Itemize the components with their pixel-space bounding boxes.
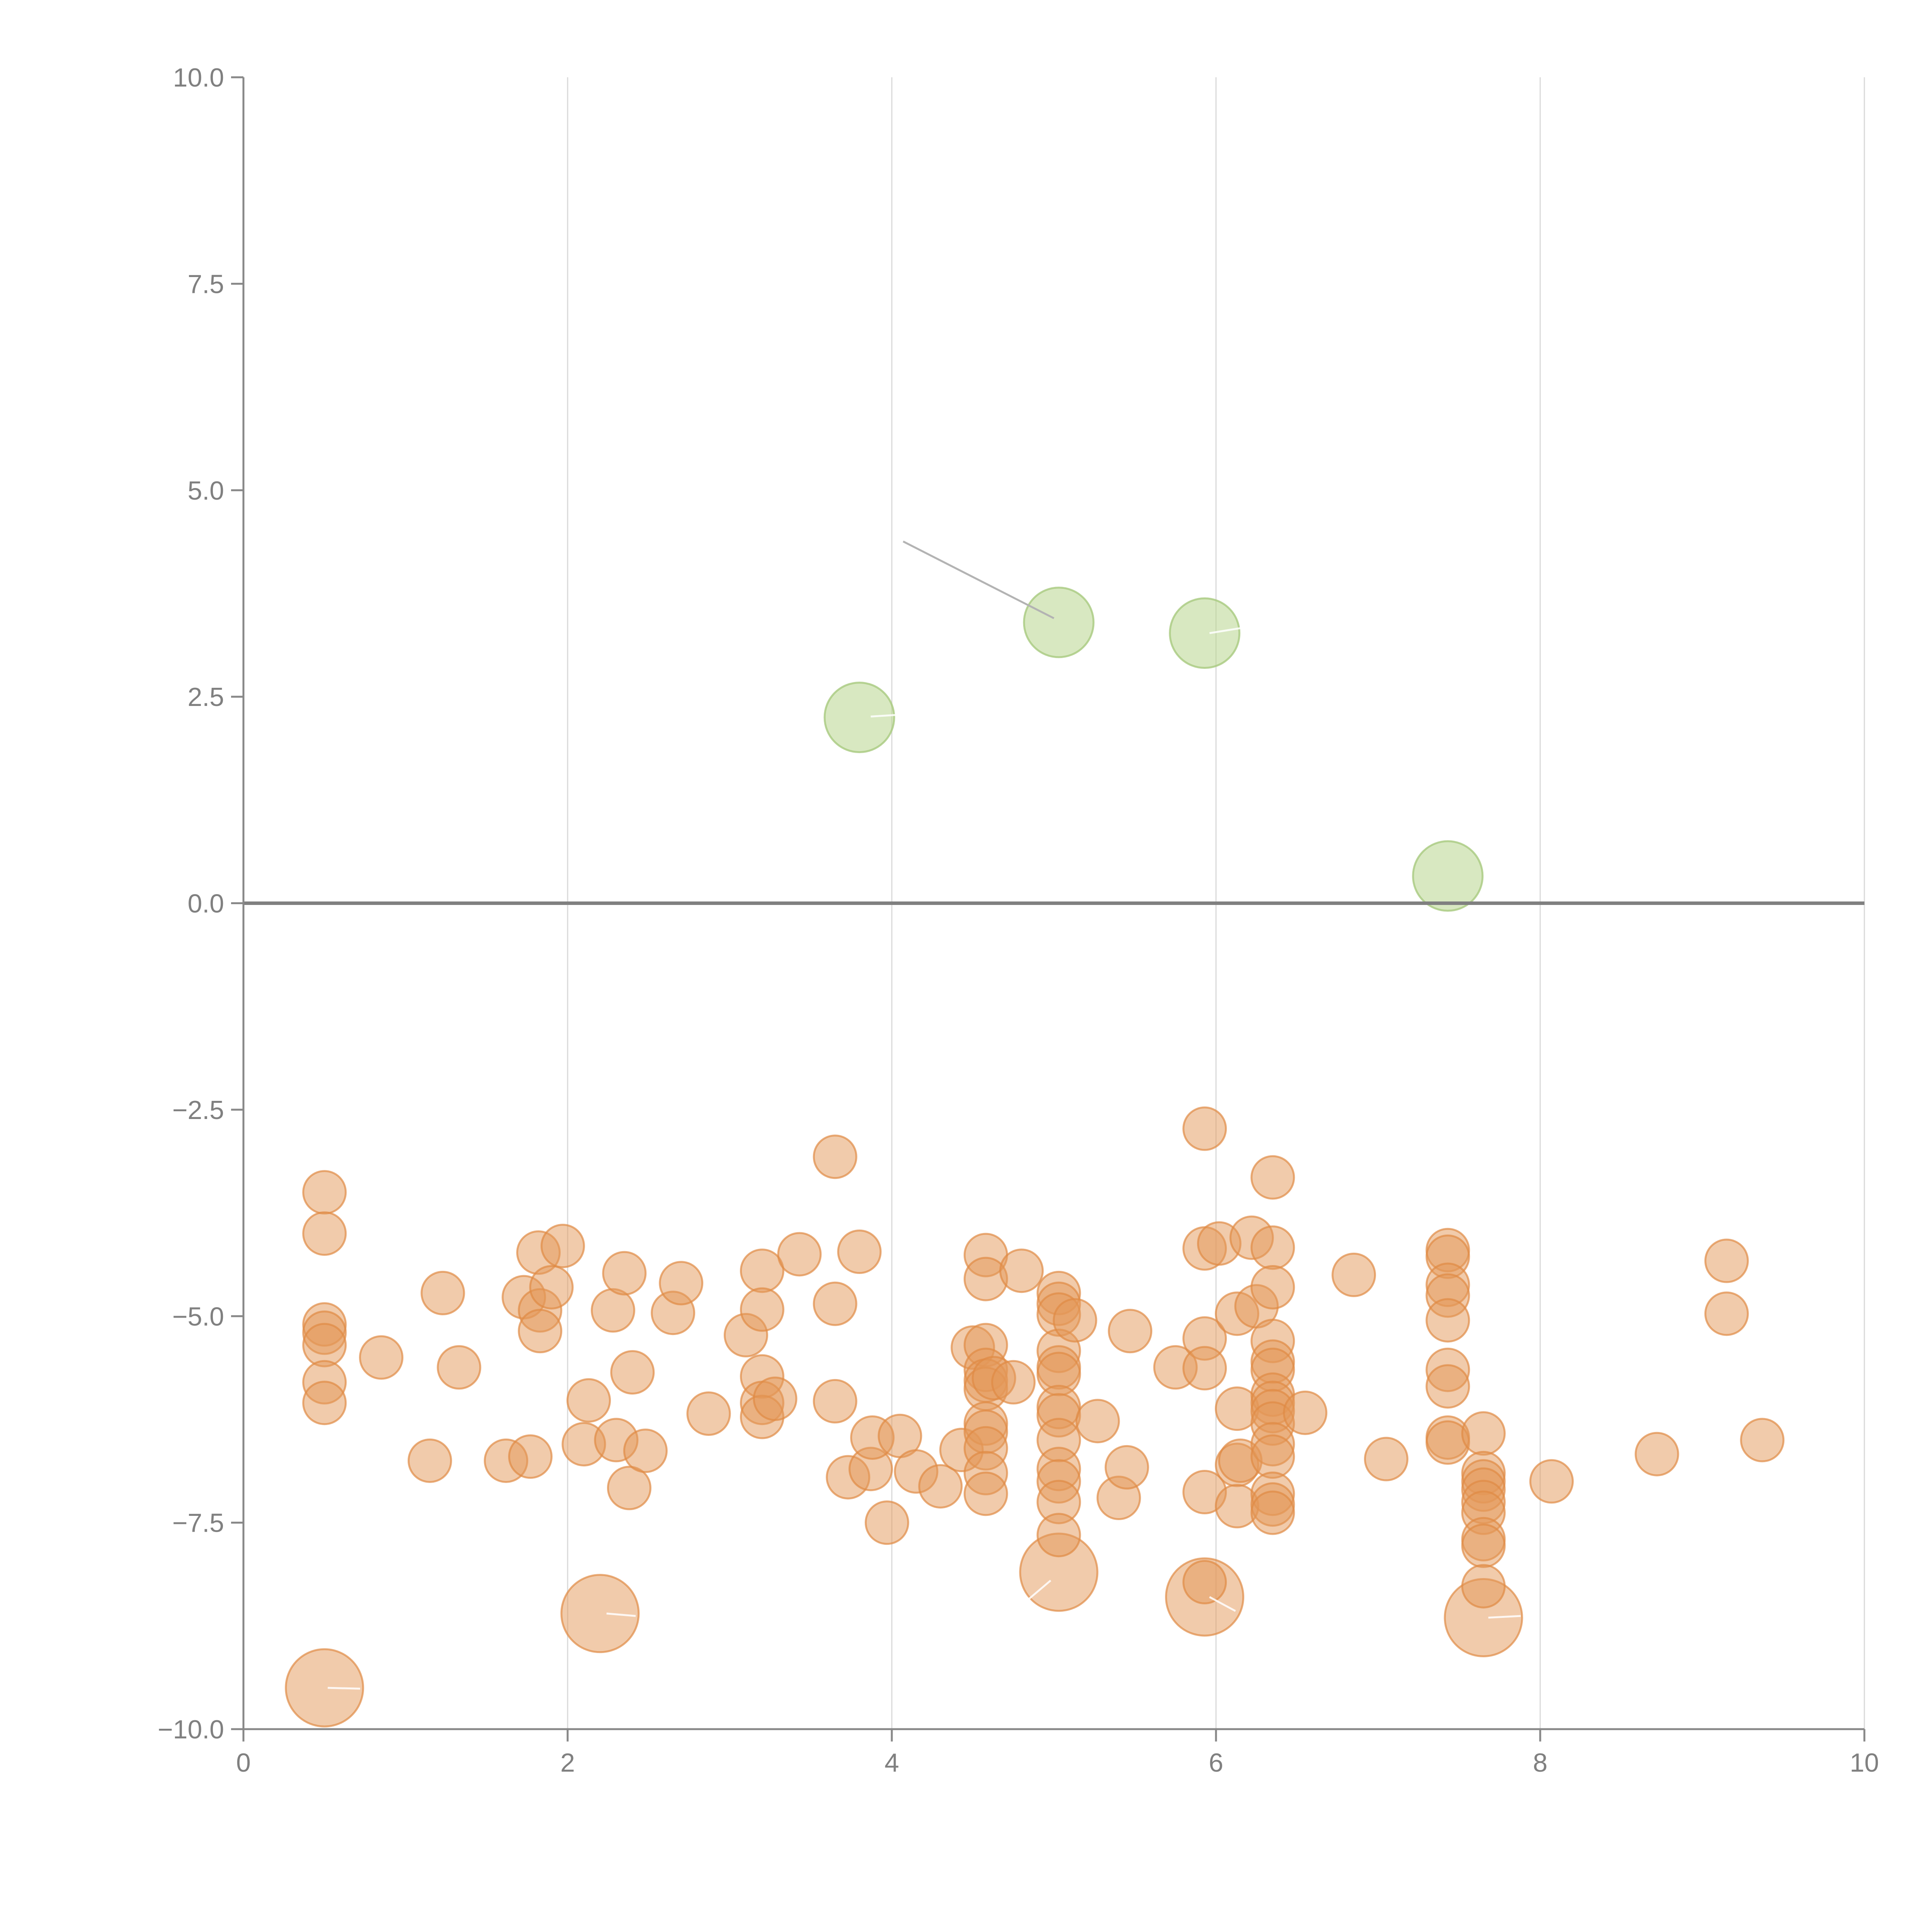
negative-point xyxy=(607,1466,651,1510)
negative-point xyxy=(437,1345,481,1390)
x-tick-label: 4 xyxy=(884,1748,899,1777)
negative-point xyxy=(753,1376,798,1421)
negative-point xyxy=(302,1381,347,1425)
negative-point xyxy=(302,1211,347,1256)
positive-point xyxy=(1412,840,1484,912)
pointer-layer xyxy=(328,541,1521,1690)
pointer-line xyxy=(1026,1580,1051,1602)
negative-point xyxy=(1182,1560,1227,1605)
negative-point xyxy=(1461,1523,1506,1568)
points-layer xyxy=(285,587,1785,1728)
y-tick-label: 7.5 xyxy=(187,269,224,299)
negative-point xyxy=(1250,1155,1295,1200)
negative-point xyxy=(1704,1238,1749,1283)
negative-point xyxy=(1250,1265,1295,1310)
negative-point xyxy=(837,1230,882,1274)
y-tick-label: 5.0 xyxy=(187,476,224,505)
y-tick-label: −2.5 xyxy=(172,1095,224,1125)
pointer-line xyxy=(1209,627,1241,634)
pointer-line xyxy=(1209,1596,1236,1612)
negative-point xyxy=(1461,1411,1506,1456)
negative-point xyxy=(602,1251,647,1296)
x-tick-label: 8 xyxy=(1533,1748,1548,1777)
negative-point xyxy=(1461,1564,1506,1609)
negative-point xyxy=(1740,1418,1785,1463)
negative-point xyxy=(540,1224,585,1269)
x-tick-label: 0 xyxy=(236,1748,251,1777)
negative-point xyxy=(359,1335,404,1380)
pointer-line xyxy=(606,1612,636,1617)
negative-point xyxy=(813,1281,857,1326)
negative-point xyxy=(1425,1298,1470,1343)
negative-point xyxy=(508,1434,553,1479)
negative-point xyxy=(1425,1364,1470,1409)
negative-point xyxy=(918,1464,963,1509)
negative-point xyxy=(1704,1291,1749,1336)
negative-point xyxy=(1182,1106,1227,1151)
negative-point xyxy=(740,1248,784,1293)
negative-point xyxy=(991,1360,1036,1405)
y-tick-label: −10.0 xyxy=(158,1715,224,1744)
x-tick-label: 10 xyxy=(1850,1748,1879,1777)
pointer-line xyxy=(871,714,897,718)
negative-point xyxy=(610,1350,655,1395)
negative-point xyxy=(285,1648,364,1728)
negative-point xyxy=(560,1574,640,1653)
y-tick-label: −5.0 xyxy=(172,1302,224,1331)
negative-point xyxy=(529,1265,574,1310)
negative-point xyxy=(566,1378,611,1423)
negative-point xyxy=(1634,1432,1679,1476)
negative-point xyxy=(1104,1445,1149,1490)
negative-point xyxy=(686,1391,731,1436)
positive-point xyxy=(1023,587,1095,658)
pointer-line xyxy=(328,1687,361,1690)
x-tick-label: 6 xyxy=(1209,1748,1223,1777)
negative-point xyxy=(659,1261,704,1306)
negative-point xyxy=(1075,1399,1120,1444)
negative-point xyxy=(999,1248,1044,1293)
negative-point xyxy=(302,1170,347,1215)
negative-point xyxy=(1364,1437,1408,1481)
negative-point xyxy=(1250,1490,1295,1535)
y-tick-label: −7.5 xyxy=(172,1509,224,1538)
positive-point xyxy=(1169,597,1241,669)
negative-point xyxy=(518,1309,563,1354)
positive-point xyxy=(823,682,895,753)
pointer-line xyxy=(1488,1615,1521,1619)
negative-point xyxy=(864,1500,909,1545)
negative-point xyxy=(813,1379,857,1423)
x-tick-label: 2 xyxy=(560,1748,575,1777)
pointer-line xyxy=(903,541,1054,619)
negative-point xyxy=(407,1438,452,1483)
y-tick-label: 10.0 xyxy=(173,63,224,92)
negative-point xyxy=(813,1134,857,1179)
negative-point xyxy=(1332,1252,1376,1297)
negative-point xyxy=(1182,1346,1227,1391)
negative-point xyxy=(1250,1225,1295,1270)
axes-layer: 10.0 7.5 5.0 2.5 0.0 −2.5 −5.0 −7.5 −10.0 0 2 4 6 8 10 xyxy=(158,63,1879,1777)
negative-point xyxy=(1108,1309,1153,1354)
negative-point xyxy=(590,1288,635,1333)
y-tick-label: 0.0 xyxy=(187,889,224,918)
negative-point xyxy=(623,1429,668,1473)
negative-point xyxy=(302,1323,347,1367)
negative-point xyxy=(1283,1390,1328,1435)
negative-point xyxy=(740,1287,784,1332)
negative-point xyxy=(1250,1434,1295,1479)
negative-point xyxy=(963,1471,1008,1516)
negative-point xyxy=(420,1270,465,1315)
negative-point xyxy=(777,1232,822,1277)
negative-point xyxy=(1036,1513,1081,1558)
negative-point xyxy=(1053,1298,1097,1343)
negative-point xyxy=(1529,1459,1574,1504)
y-tick-label: 2.5 xyxy=(187,682,224,712)
